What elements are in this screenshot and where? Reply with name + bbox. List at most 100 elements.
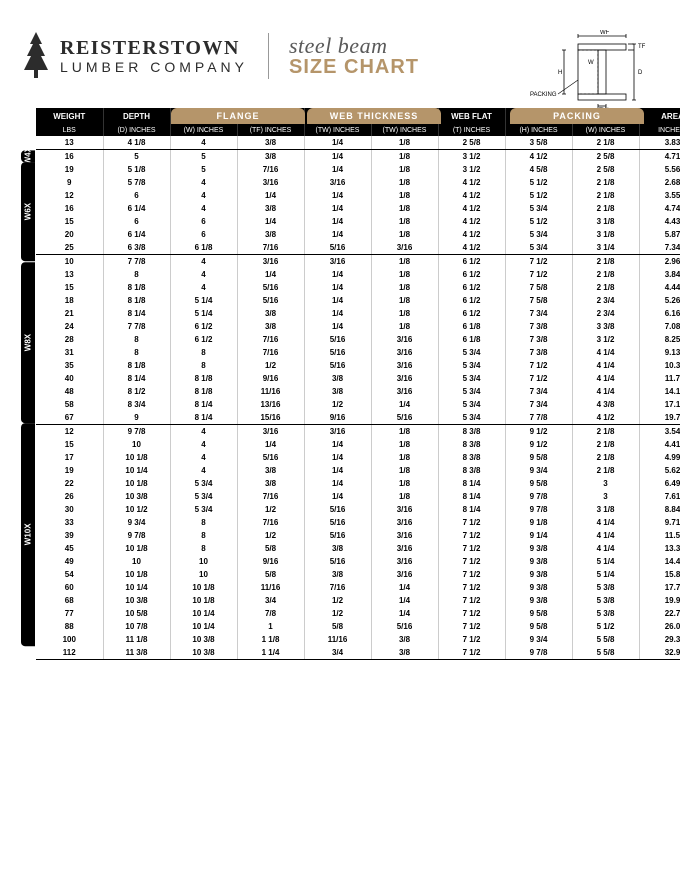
- table-cell: 9 5/8: [505, 477, 572, 490]
- table-cell: 3/16: [371, 372, 438, 385]
- table-cell: 4 1/4: [572, 372, 639, 385]
- table-cell: 1/2: [237, 503, 304, 516]
- table-cell: 1/4: [237, 268, 304, 281]
- table-cell: 4 1/2: [438, 228, 505, 241]
- company-name-bottom: LUMBER COMPANY: [60, 60, 248, 74]
- table-cell: 10 3/8: [170, 646, 237, 660]
- table-row: 95 7/843/163/161/84 1/25 1/22 1/82.68: [36, 176, 680, 189]
- table-cell: 5 1/4: [170, 294, 237, 307]
- table-cell: 39: [36, 529, 103, 542]
- col-subheader: (W) INCHES: [572, 125, 639, 136]
- table-cell: 10 7/8: [103, 620, 170, 633]
- table-row: 13841/41/41/86 1/27 1/22 1/83.84: [36, 268, 680, 281]
- table-cell: 3/16: [371, 503, 438, 516]
- table-cell: 4: [170, 268, 237, 281]
- table-cell: 1/8: [371, 136, 438, 150]
- table-cell: 3/16: [371, 568, 438, 581]
- table-cell: 10 3/8: [103, 594, 170, 607]
- table-cell: 9 3/8: [505, 555, 572, 568]
- table-cell: 7.08: [639, 320, 680, 333]
- table-cell: 4 1/2: [572, 411, 639, 425]
- table-cell: 10: [103, 438, 170, 451]
- table-cell: 7 1/2: [438, 529, 505, 542]
- table-cell: 6 1/8: [170, 241, 237, 255]
- table-cell: 22: [36, 477, 103, 490]
- table-cell: 30: [36, 503, 103, 516]
- table-row: 166 1/443/81/41/84 1/25 3/42 1/84.74: [36, 202, 680, 215]
- table-cell: 1/4: [237, 215, 304, 228]
- table-cell: 9 5/8: [505, 620, 572, 633]
- table-row: 195 1/857/161/41/83 1/24 5/82 5/85.56: [36, 163, 680, 176]
- table-cell: 7 3/4: [505, 385, 572, 398]
- table-cell: 11/16: [237, 385, 304, 398]
- table-cell: 1/2: [304, 398, 371, 411]
- tree-icon: [20, 30, 52, 82]
- table-cell: 5 1/2: [505, 215, 572, 228]
- table-cell: 9 3/4: [103, 516, 170, 529]
- table-cell: 7 3/4: [505, 398, 572, 411]
- table-cell: 60: [36, 581, 103, 594]
- table-cell: 3/16: [237, 255, 304, 269]
- col-header: AREA: [639, 108, 680, 125]
- table-cell: 3/16: [371, 542, 438, 555]
- table-row: 8810 7/810 1/415/85/167 1/29 5/85 1/226.…: [36, 620, 680, 633]
- table-cell: 9: [36, 176, 103, 189]
- table-row: 134 1/843/81/41/82 5/83 5/82 1/83.83: [36, 136, 680, 150]
- table-cell: 4 3/8: [572, 398, 639, 411]
- table-cell: 1/4: [237, 189, 304, 202]
- col-subheader: (TW) INCHES: [371, 125, 438, 136]
- table-cell: 1: [237, 620, 304, 633]
- table-cell: 58: [36, 398, 103, 411]
- table-cell: 11/16: [304, 633, 371, 646]
- table-row: 4910109/165/163/167 1/29 3/85 1/414.4: [36, 555, 680, 568]
- table-row: 31887/165/163/165 3/47 3/84 1/49.13: [36, 346, 680, 359]
- table-cell: 13: [36, 268, 103, 281]
- table-cell: 8 1/4: [438, 477, 505, 490]
- table-cell: 9 7/8: [103, 529, 170, 542]
- table-cell: 7 3/8: [505, 346, 572, 359]
- table-cell: 8 1/4: [438, 490, 505, 503]
- table-cell: 4 1/4: [572, 359, 639, 372]
- table-cell: 24: [36, 320, 103, 333]
- svg-text:WF: WF: [600, 30, 610, 36]
- table-cell: 9 7/8: [505, 646, 572, 660]
- table-cell: 6 1/2: [438, 294, 505, 307]
- table-cell: 5 1/2: [505, 176, 572, 189]
- table-cell: 10.3: [639, 359, 680, 372]
- table-cell: 22.7: [639, 607, 680, 620]
- table-cell: 3 1/8: [572, 228, 639, 241]
- table-cell: 4.74: [639, 202, 680, 215]
- table-cell: 10: [170, 555, 237, 568]
- table-row: 10011 1/810 3/81 1/811/163/87 1/29 3/45 …: [36, 633, 680, 646]
- table-cell: 6 1/4: [103, 228, 170, 241]
- table-cell: 5/16: [304, 333, 371, 346]
- table-cell: 4.44: [639, 281, 680, 294]
- table-row: 7710 5/810 1/47/81/21/47 1/29 5/85 3/822…: [36, 607, 680, 620]
- table-row: 129 7/843/163/161/88 3/89 1/22 1/83.54: [36, 425, 680, 439]
- table-cell: 26.0: [639, 620, 680, 633]
- table-cell: 1/4: [237, 438, 304, 451]
- table-cell: 16: [36, 150, 103, 164]
- table-cell: 3/4: [304, 646, 371, 660]
- table-cell: 7 7/8: [103, 255, 170, 269]
- table-cell: 1/8: [371, 202, 438, 215]
- table-cell: 54: [36, 568, 103, 581]
- table-cell: 15: [36, 438, 103, 451]
- table-cell: 7 1/2: [438, 620, 505, 633]
- table-cell: 15: [36, 215, 103, 228]
- table-cell: 4 1/2: [438, 241, 505, 255]
- table-cell: 9 3/8: [505, 581, 572, 594]
- table-cell: 7 1/2: [438, 516, 505, 529]
- table-cell: 5 5/8: [572, 633, 639, 646]
- table-cell: 8 1/8: [170, 385, 237, 398]
- table-cell: 2 1/8: [572, 464, 639, 477]
- table-cell: 5 1/2: [572, 620, 639, 633]
- table-cell: 2 1/8: [572, 255, 639, 269]
- table-cell: 8: [170, 516, 237, 529]
- table-cell: 8: [103, 333, 170, 346]
- table-cell: 2 5/8: [438, 136, 505, 150]
- table-cell: 5 5/8: [572, 646, 639, 660]
- table-cell: 5/16: [371, 411, 438, 425]
- table-cell: 8 1/8: [103, 281, 170, 294]
- table-cell: 10 1/4: [170, 620, 237, 633]
